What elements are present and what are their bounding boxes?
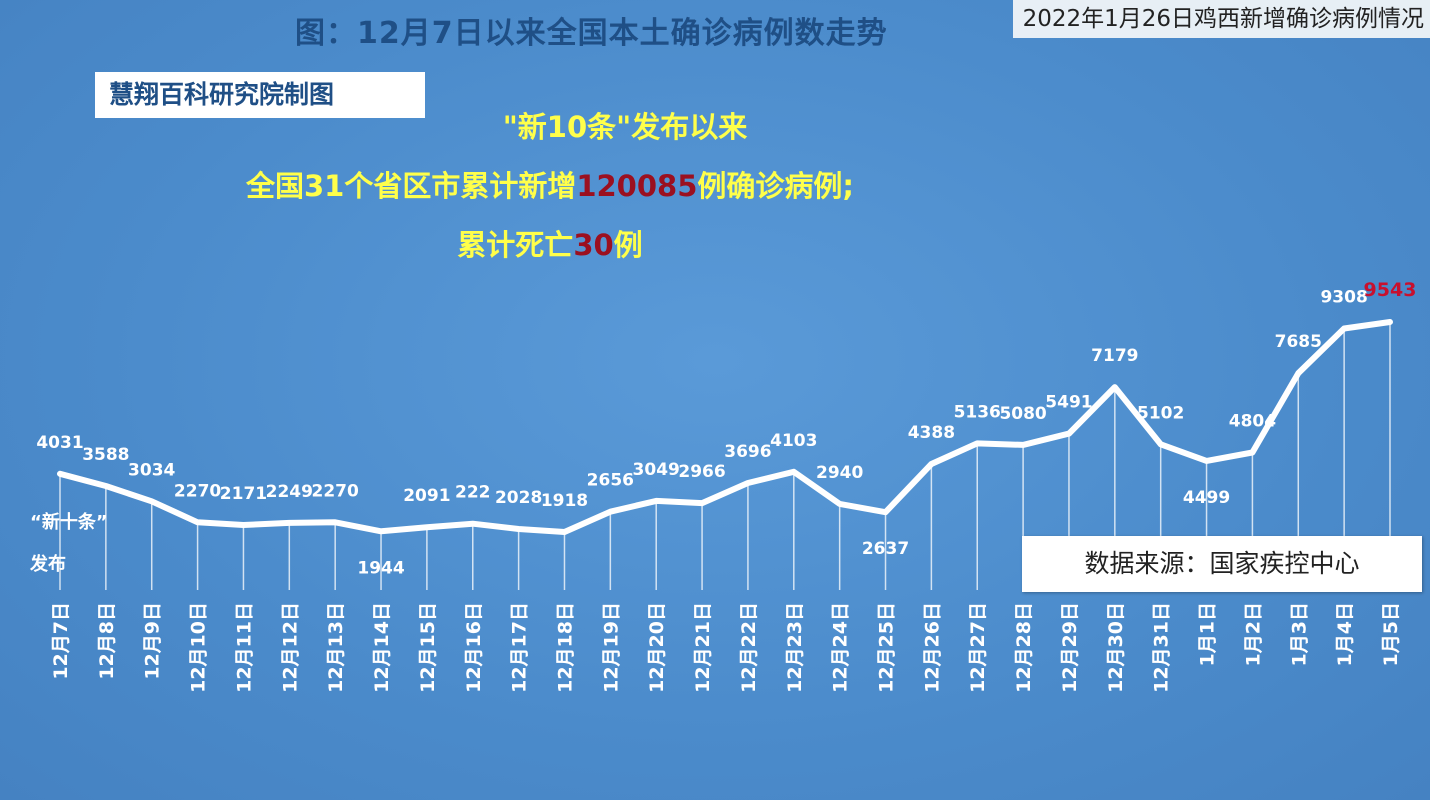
value-label: 4031: [36, 433, 83, 453]
x-tick-label: 12月19日: [600, 602, 622, 693]
headline-line-1: "新10条"发布以来: [0, 104, 1340, 146]
x-tick-label: 1月4日: [1334, 602, 1356, 666]
value-label: 2091: [403, 486, 450, 506]
headline-line-2-prefix: 全国31个省区市累计新增: [245, 169, 577, 203]
x-tick-label: 12月28日: [1013, 602, 1035, 693]
x-tick-label: 12月13日: [325, 602, 347, 693]
x-tick-label: 12月8日: [96, 602, 118, 680]
headline-line-2: 全国31个省区市累计新增120085例确诊病例;: [0, 163, 1265, 205]
annotation-line-1: “新十条”: [30, 511, 108, 533]
value-label: 1918: [541, 491, 588, 511]
value-label: 2966: [678, 462, 725, 482]
x-tick-label: 12月27日: [967, 602, 989, 693]
headline-total-cases: 120085: [576, 169, 698, 203]
value-label: 5136: [954, 402, 1001, 422]
value-label: 9543: [1364, 279, 1417, 301]
x-tick-label: 12月31日: [1151, 602, 1173, 693]
x-tick-label: 12月20日: [646, 602, 668, 693]
value-label: 2637: [862, 539, 909, 559]
value-label: 3049: [633, 460, 680, 480]
x-tick-label: 12月26日: [921, 602, 943, 693]
headline-line-3: 累计死亡30例: [0, 222, 1265, 264]
headline-line-1-text: "新10条"发布以来: [502, 110, 748, 144]
annotation-line-2: 发布: [29, 553, 66, 575]
x-tick-label: 12月18日: [554, 602, 576, 693]
x-axis-labels: 12月7日 12月8日 12月9日 12月10日 12月11日 12月12日 12月13日 1…: [50, 602, 1402, 693]
x-tick-label: 12月25日: [876, 602, 898, 693]
value-label: 2656: [587, 471, 634, 491]
value-label: 4103: [770, 431, 817, 451]
value-label: 222: [455, 483, 491, 503]
headline-line-3-suffix: 例: [613, 228, 643, 262]
value-label: 3034: [128, 460, 175, 480]
value-label: 3696: [724, 442, 771, 462]
x-tick-label: 12月22日: [738, 602, 760, 693]
x-tick-label: 12月24日: [830, 602, 852, 693]
x-tick-label: 12月17日: [509, 602, 531, 693]
page-caption: 2022年1月26日鸡西新增确诊病例情况: [1012, 0, 1430, 38]
chart-title: 图：12月7日以来全国本土确诊病例数走势: [295, 16, 888, 51]
x-tick-label: 12月16日: [463, 602, 485, 693]
x-tick-label: 12月7日: [50, 602, 72, 680]
value-label: 5080: [999, 404, 1046, 424]
data-source-box: 数据来源：国家疾控中心: [1022, 536, 1422, 592]
x-tick-label: 1月5日: [1380, 602, 1402, 666]
value-label: 2270: [174, 481, 221, 501]
value-label: 3588: [82, 445, 129, 465]
value-label: 7179: [1091, 346, 1138, 366]
value-label: 5102: [1137, 403, 1184, 423]
headline-total-deaths: 30: [573, 228, 614, 262]
value-label: 4499: [1183, 488, 1230, 508]
x-tick-label: 12月23日: [784, 602, 806, 693]
series-line: [57, 319, 1393, 535]
x-tick-label: 12月21日: [692, 602, 714, 693]
x-tick-label: 12月9日: [142, 602, 164, 680]
value-label: 7685: [1275, 332, 1322, 352]
x-tick-label: 12月11日: [233, 602, 255, 693]
value-label: 2249: [266, 482, 313, 502]
value-label: 9308: [1320, 287, 1367, 307]
x-tick-label: 12月29日: [1059, 602, 1081, 693]
x-tick-label: 1月2日: [1242, 602, 1264, 666]
value-label: 2270: [312, 481, 359, 501]
value-label: 2940: [816, 463, 863, 483]
x-tick-label: 12月30日: [1105, 602, 1127, 693]
x-tick-label: 1月3日: [1288, 602, 1310, 666]
x-tick-label: 1月1日: [1197, 602, 1219, 666]
source-badge: 慧翔百科研究院制图: [95, 72, 425, 118]
headline-line-3-prefix: 累计死亡: [457, 228, 574, 262]
x-tick-label: 12月10日: [188, 602, 210, 693]
headline-line-2-suffix: 例确诊病例;: [697, 169, 855, 203]
x-tick-label: 12月15日: [417, 602, 439, 693]
x-tick-label: 12月12日: [279, 602, 301, 693]
value-label: 1944: [357, 558, 404, 578]
value-label: 2171: [220, 484, 267, 504]
value-label: 5491: [1045, 393, 1092, 413]
x-tick-label: 12月14日: [371, 602, 393, 693]
value-label: 2028: [495, 488, 542, 508]
value-label: 4804: [1229, 412, 1276, 432]
value-label: 4388: [908, 423, 955, 443]
